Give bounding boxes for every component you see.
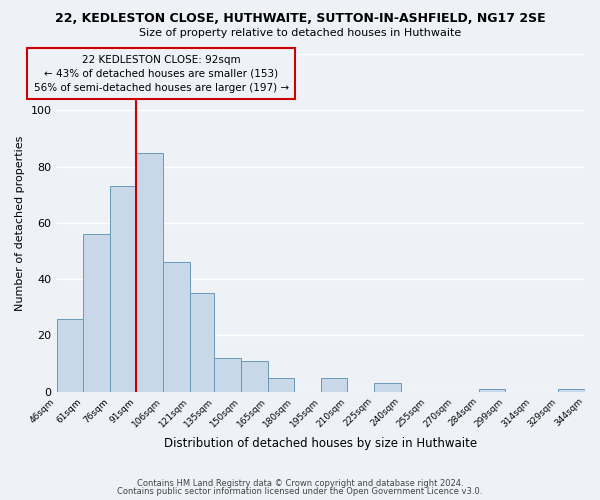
Text: Size of property relative to detached houses in Huthwaite: Size of property relative to detached ho… (139, 28, 461, 38)
Bar (163, 262, 190, 392)
Bar (479, 389, 505, 392)
Bar (321, 378, 347, 392)
Bar (214, 358, 241, 392)
Text: Contains public sector information licensed under the Open Government Licence v3: Contains public sector information licen… (118, 487, 482, 496)
Bar (56, 318, 83, 392)
Text: 22 KEDLESTON CLOSE: 92sqm
← 43% of detached houses are smaller (153)
56% of semi: 22 KEDLESTON CLOSE: 92sqm ← 43% of detac… (34, 54, 289, 92)
Bar (83, 234, 110, 392)
Bar (241, 361, 268, 392)
Bar (268, 378, 294, 392)
Y-axis label: Number of detached properties: Number of detached properties (15, 135, 25, 310)
X-axis label: Distribution of detached houses by size in Huthwaite: Distribution of detached houses by size … (164, 437, 478, 450)
Bar (190, 293, 214, 392)
Text: Contains HM Land Registry data © Crown copyright and database right 2024.: Contains HM Land Registry data © Crown c… (137, 478, 463, 488)
Bar (136, 152, 163, 392)
Bar (374, 384, 401, 392)
Text: 22, KEDLESTON CLOSE, HUTHWAITE, SUTTON-IN-ASHFIELD, NG17 2SE: 22, KEDLESTON CLOSE, HUTHWAITE, SUTTON-I… (55, 12, 545, 26)
Bar (559, 389, 585, 392)
Bar (110, 186, 136, 392)
